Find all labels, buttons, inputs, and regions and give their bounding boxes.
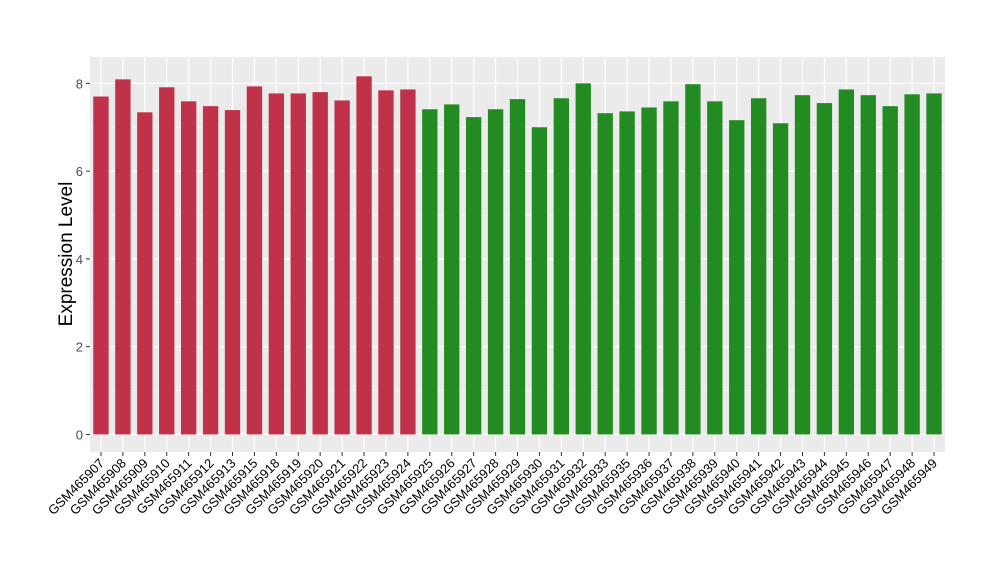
bar-GSM465939 (707, 101, 723, 435)
bar-GSM465944 (816, 103, 833, 435)
bar-GSM465908 (115, 79, 131, 435)
bar-GSM465915 (246, 86, 263, 435)
bar-GSM465929 (509, 99, 526, 435)
bar-GSM465910 (159, 87, 175, 435)
bar-GSM465935 (619, 111, 635, 435)
bar-GSM465909 (137, 112, 153, 435)
bar-GSM465913 (224, 110, 241, 435)
bar-GSM465926 (444, 104, 460, 435)
y-tick-label: 0 (76, 427, 83, 442)
bar-GSM465922 (356, 76, 372, 435)
bar-GSM465930 (531, 127, 548, 435)
bar-GSM465924 (400, 89, 416, 435)
bar-GSM465942 (772, 123, 789, 435)
bar-GSM465923 (378, 90, 394, 435)
bar-GSM465941 (750, 98, 767, 435)
y-tick-label: 6 (76, 164, 83, 179)
bar-GSM465946 (860, 95, 876, 435)
bar-GSM465931 (553, 98, 570, 435)
bar-GSM465920 (312, 92, 328, 435)
bar-GSM465918 (268, 93, 285, 435)
y-axis-label: Expression Level (56, 182, 77, 327)
bar-GSM465933 (597, 113, 613, 435)
bar-GSM465947 (882, 106, 898, 435)
bar-GSM465940 (729, 120, 745, 435)
bar-GSM465932 (575, 83, 591, 435)
bar-GSM465949 (926, 93, 942, 435)
y-tick-label: 8 (76, 76, 83, 91)
bar-GSM465928 (487, 109, 504, 435)
bar-GSM465912 (202, 106, 219, 435)
y-tick-label: 4 (76, 252, 83, 267)
bar-GSM465948 (904, 94, 920, 435)
bar-GSM465938 (685, 84, 701, 435)
bar-GSM465925 (422, 109, 438, 435)
bar-GSM465907 (93, 96, 109, 435)
bar-GSM465927 (465, 117, 482, 435)
bar-GSM465919 (290, 93, 306, 435)
bar-GSM465936 (641, 107, 657, 435)
bar-GSM465943 (794, 95, 811, 435)
bar-GSM465911 (180, 101, 197, 435)
y-tick-label: 2 (76, 340, 83, 355)
bar-GSM465921 (334, 100, 350, 435)
bar-GSM465945 (838, 89, 855, 435)
bar-GSM465937 (663, 101, 679, 435)
